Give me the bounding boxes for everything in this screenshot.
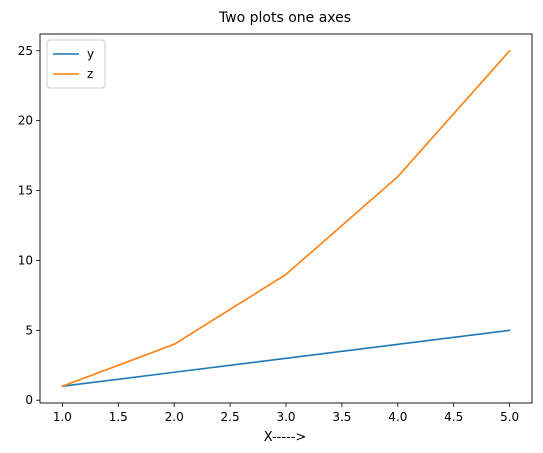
x-tick-label: 4.5 — [444, 410, 463, 424]
x-tick-label: 1.0 — [53, 410, 72, 424]
y-tick-label: 25 — [18, 44, 33, 58]
series-line-y — [61, 329, 511, 388]
y-tick-label: 5 — [25, 323, 33, 337]
chart-title: Two plots one axes — [218, 10, 351, 26]
legend-box — [46, 39, 106, 89]
legend-label-z: z — [87, 67, 93, 81]
plot-area — [39, 33, 533, 404]
x-tick-label: 3.0 — [276, 410, 295, 424]
x-tick-label: 2.5 — [221, 410, 240, 424]
y-tick-label: 20 — [18, 114, 33, 128]
series-line-z — [61, 49, 511, 388]
legend: yz — [46, 39, 106, 89]
x-tick-label: 2.0 — [165, 410, 184, 424]
x-tick-label: 3.5 — [332, 410, 351, 424]
axes-frame — [39, 33, 533, 404]
x-tick-label: 4.0 — [388, 410, 407, 424]
x-axis-label: X-----> — [264, 430, 307, 445]
y-tick-label: 10 — [18, 253, 33, 267]
x-axis-ticks: 1.0 1.5 2.0 2.5 3.0 3.5 4.0 4.5 5.0 — [53, 403, 519, 424]
y-tick-label: 15 — [18, 184, 33, 198]
x-tick-label: 5.0 — [500, 410, 519, 424]
x-tick-label: 1.5 — [109, 410, 128, 424]
y-axis-ticks: 0 5 10 15 20 25 — [18, 44, 40, 407]
y-tick-label: 0 — [25, 393, 33, 407]
legend-label-y: y — [87, 47, 94, 61]
